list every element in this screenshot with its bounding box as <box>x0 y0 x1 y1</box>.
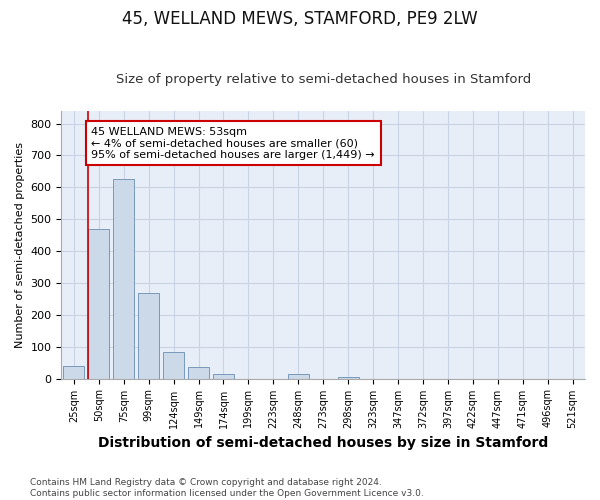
Y-axis label: Number of semi-detached properties: Number of semi-detached properties <box>15 142 25 348</box>
Title: Size of property relative to semi-detached houses in Stamford: Size of property relative to semi-detach… <box>116 73 531 86</box>
Bar <box>163 352 184 378</box>
Bar <box>138 294 159 378</box>
Bar <box>113 180 134 378</box>
Bar <box>287 374 309 378</box>
Bar <box>63 366 85 378</box>
Text: 45 WELLAND MEWS: 53sqm
← 4% of semi-detached houses are smaller (60)
95% of semi: 45 WELLAND MEWS: 53sqm ← 4% of semi-deta… <box>91 126 375 160</box>
Bar <box>338 377 359 378</box>
Text: 45, WELLAND MEWS, STAMFORD, PE9 2LW: 45, WELLAND MEWS, STAMFORD, PE9 2LW <box>122 10 478 28</box>
Bar <box>188 368 209 378</box>
Bar <box>213 374 234 378</box>
Text: Contains HM Land Registry data © Crown copyright and database right 2024.
Contai: Contains HM Land Registry data © Crown c… <box>30 478 424 498</box>
X-axis label: Distribution of semi-detached houses by size in Stamford: Distribution of semi-detached houses by … <box>98 436 548 450</box>
Bar <box>88 230 109 378</box>
